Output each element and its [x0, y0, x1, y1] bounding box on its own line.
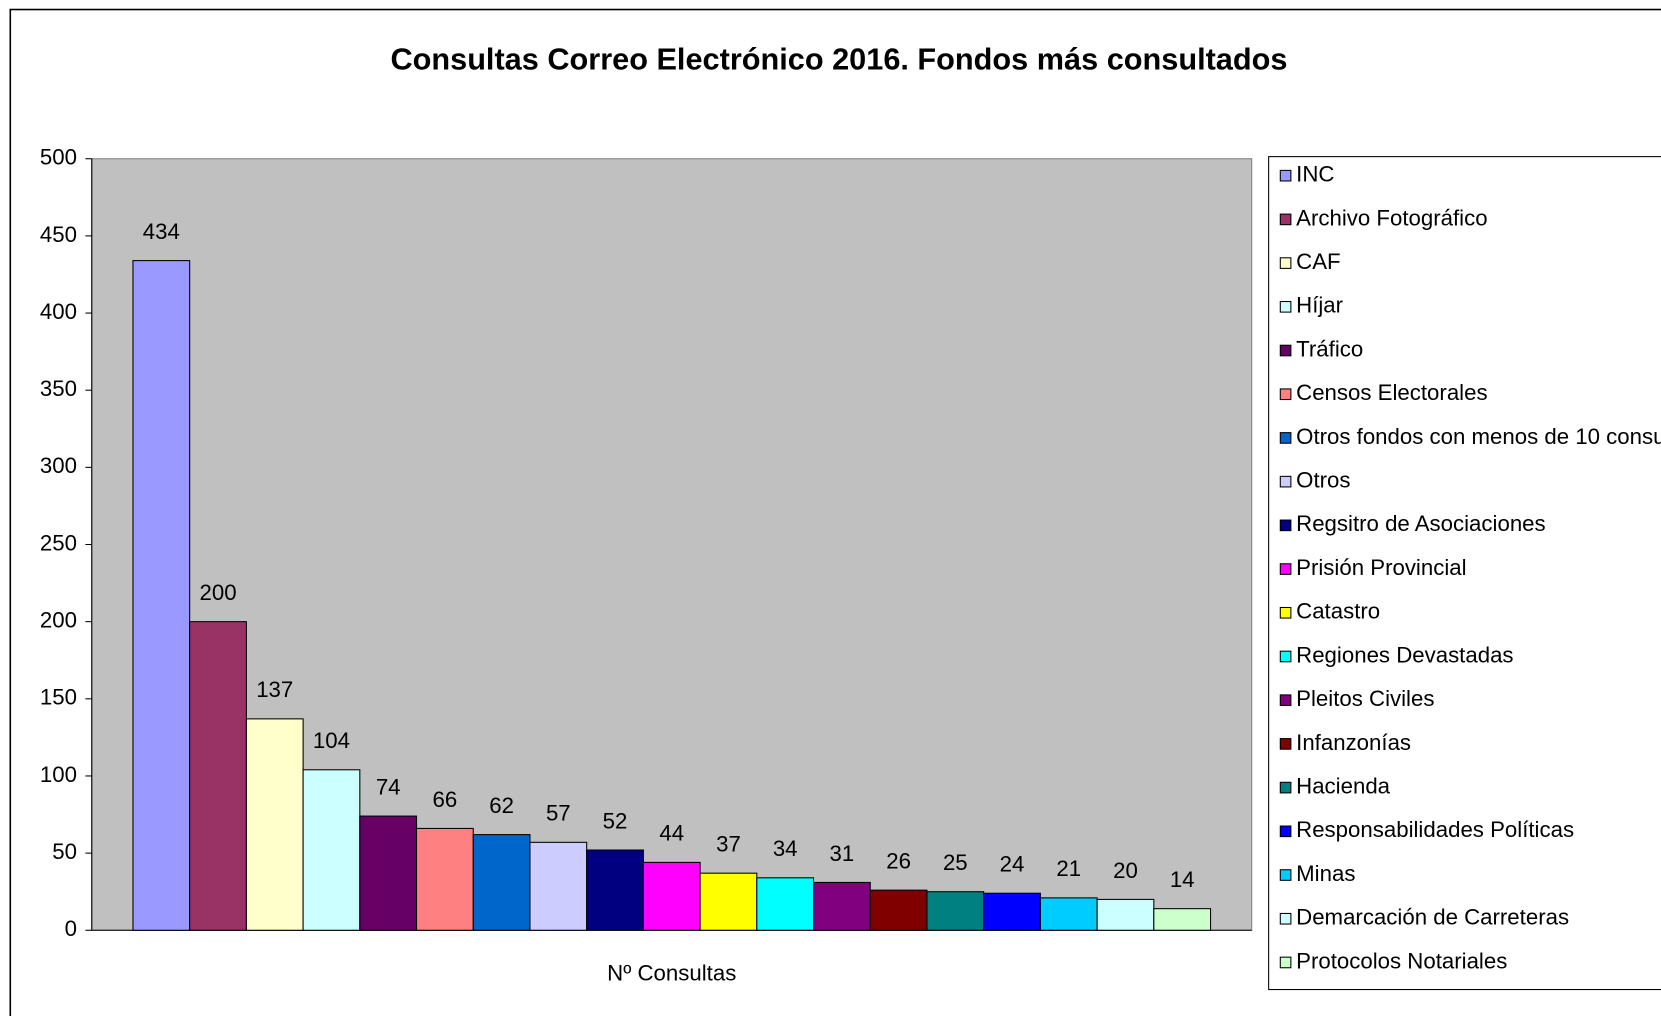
bar	[813, 881, 871, 931]
legend-label: Tráfico	[1296, 336, 1363, 361]
bar	[189, 621, 247, 931]
data-label: 62	[489, 793, 514, 818]
legend-swatch	[1279, 475, 1292, 488]
bar	[529, 841, 588, 931]
legend-label: Prisión Provincial	[1296, 555, 1466, 580]
legend-swatch	[1279, 738, 1292, 750]
bar	[756, 877, 815, 931]
y-tick-label: 0	[65, 916, 77, 941]
legend-swatch	[1279, 169, 1292, 182]
legend-label: Híjar	[1296, 293, 1344, 318]
legend-swatch	[1279, 432, 1292, 444]
bar	[642, 861, 701, 931]
legend-label: Catastro	[1296, 599, 1380, 624]
data-label: 26	[886, 849, 911, 874]
bar	[1039, 897, 1098, 931]
data-label: 25	[943, 850, 968, 875]
data-label: 44	[659, 821, 684, 846]
bar	[132, 260, 191, 931]
legend	[1268, 156, 1661, 991]
legend-swatch	[1279, 781, 1292, 794]
legend-swatch	[1279, 825, 1292, 838]
legend-label: Censos Electorales	[1296, 380, 1487, 405]
legend-label: Hacienda	[1296, 773, 1391, 798]
legend-label: Protocolos Notariales	[1296, 948, 1507, 973]
legend-swatch	[1279, 869, 1292, 881]
legend-label: CAF	[1296, 249, 1340, 274]
legend-swatch	[1279, 956, 1292, 969]
bar	[926, 891, 985, 931]
bar	[245, 718, 304, 931]
y-tick-label: 350	[40, 376, 77, 401]
legend-label: Regiones Devastadas	[1296, 642, 1513, 667]
legend-label: Demarcación de Carreteras	[1296, 905, 1569, 930]
bar	[1153, 908, 1212, 931]
y-tick-label: 500	[40, 145, 77, 170]
data-label: 24	[1000, 852, 1025, 877]
y-tick-label: 300	[40, 453, 77, 478]
data-label: 57	[546, 801, 571, 826]
bar	[359, 815, 418, 931]
x-axis-label: Nº Consultas	[607, 961, 736, 986]
bar	[699, 872, 758, 931]
data-label: 434	[143, 219, 180, 244]
legend-label: Regsitro de Asociaciones	[1296, 511, 1545, 536]
bar	[302, 769, 361, 931]
bar	[983, 892, 1041, 931]
y-tick-label: 450	[40, 222, 77, 247]
data-label: 52	[603, 808, 628, 833]
legend-swatch	[1279, 388, 1292, 401]
legend-label: Archivo Fotográfico	[1296, 205, 1487, 230]
chart-title: Consultas Correo Electrónico 2016. Fondo…	[390, 41, 1287, 76]
legend-label: Pleitos Civiles	[1296, 686, 1434, 711]
y-tick-label: 100	[40, 762, 77, 787]
legend-label: Otros	[1296, 468, 1350, 493]
y-tick-label: 50	[52, 839, 77, 864]
legend-swatch	[1279, 912, 1292, 925]
data-label: 31	[830, 841, 855, 866]
data-label: 200	[199, 580, 236, 605]
y-tick-label: 400	[40, 299, 77, 324]
data-label: 137	[256, 677, 293, 702]
y-tick-label: 200	[40, 608, 77, 633]
legend-swatch	[1279, 606, 1292, 619]
legend-swatch	[1279, 300, 1292, 313]
legend-swatch	[1279, 563, 1292, 575]
legend-label: Responsabilidades Políticas	[1296, 817, 1574, 842]
y-tick-label: 150	[40, 685, 77, 710]
legend-swatch	[1279, 694, 1292, 707]
bar	[416, 827, 474, 931]
y-tick-label: 250	[40, 530, 77, 555]
data-label: 14	[1170, 867, 1195, 892]
data-label: 74	[376, 774, 401, 799]
legend-label: Minas	[1296, 861, 1355, 886]
data-label: 21	[1056, 856, 1081, 881]
bar	[472, 834, 531, 931]
legend-swatch	[1279, 344, 1292, 357]
legend-label: INC	[1296, 162, 1334, 187]
bar	[586, 849, 644, 931]
legend-swatch	[1279, 213, 1292, 226]
bar	[869, 889, 928, 931]
legend-swatch	[1279, 519, 1292, 532]
legend-label: Infanzonías	[1296, 730, 1411, 755]
bar	[1096, 898, 1155, 931]
data-label: 37	[716, 832, 741, 857]
legend-swatch	[1279, 257, 1292, 269]
data-label: 104	[313, 728, 350, 753]
legend-label: Otros fondos con menos de 10 consultas	[1296, 424, 1661, 449]
data-label: 34	[773, 836, 798, 861]
data-label: 20	[1113, 858, 1138, 883]
data-label: 66	[433, 787, 458, 812]
legend-swatch	[1279, 650, 1292, 663]
